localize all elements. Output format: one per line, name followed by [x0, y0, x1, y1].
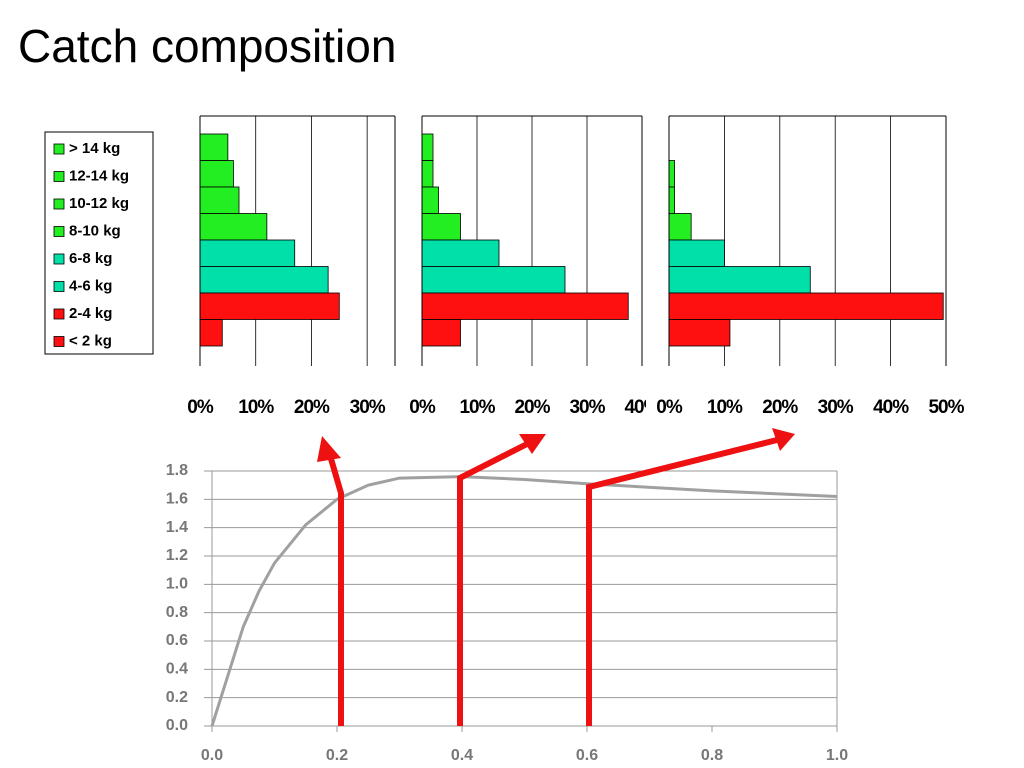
x-tick-label: 40%	[873, 397, 909, 418]
y-tick-label: 0.4	[166, 661, 188, 678]
bar	[199, 186, 240, 214]
legend-swatch	[53, 226, 65, 237]
bar	[199, 160, 234, 188]
x-tick-label: 20%	[762, 397, 798, 418]
x-tick-label: 20%	[514, 397, 550, 418]
legend-swatch	[53, 308, 65, 320]
bar	[668, 292, 944, 320]
legend-swatch	[53, 198, 65, 210]
bar	[199, 319, 223, 347]
legend-label: < 2 kg	[69, 332, 112, 349]
x-tick-label: 0.8	[701, 747, 723, 764]
slide-title: Catch composition	[18, 20, 396, 72]
y-tick-label: 1.0	[166, 576, 188, 593]
x-tick-label: 0.4	[451, 747, 473, 764]
legend-swatch	[53, 171, 65, 182]
bar	[421, 266, 566, 294]
bar	[668, 239, 725, 267]
legend-swatch	[53, 281, 65, 292]
x-tick-label: 0.6	[576, 747, 598, 764]
bar	[421, 186, 439, 214]
legend-label: 12-14 kg	[69, 167, 129, 184]
arrows	[326, 437, 778, 726]
bar	[668, 319, 731, 347]
bar	[199, 133, 229, 161]
y-tick-label: 0.8	[166, 604, 188, 621]
y-tick-label: 1.4	[166, 519, 188, 536]
x-tick-label: 40%	[624, 397, 660, 418]
x-tick-label: 0%	[656, 397, 683, 418]
bar	[421, 160, 434, 188]
bar	[421, 319, 461, 347]
bar	[668, 266, 811, 294]
bar	[421, 292, 629, 320]
x-tick-label: 30%	[350, 397, 386, 418]
x-tick-label: 10%	[459, 397, 495, 418]
y-tick-label: 0.0	[166, 717, 188, 734]
bar	[421, 213, 461, 241]
y-tick-label: 0.2	[166, 689, 188, 706]
bar	[668, 213, 692, 241]
legend-swatch	[53, 253, 65, 265]
bar	[199, 266, 329, 294]
arrow-heads	[317, 428, 795, 462]
legend-label: > 14 kg	[69, 140, 120, 157]
y-tick-label: 1.6	[166, 491, 188, 508]
bar	[199, 239, 296, 267]
x-tick-label: 0.2	[326, 747, 348, 764]
legend-label: 6-8 kg	[69, 250, 112, 267]
x-tick-label: 10%	[238, 397, 274, 418]
legend-label: 10-12 kg	[69, 195, 129, 212]
legend-label: 4-6 kg	[69, 277, 112, 294]
bar	[668, 186, 675, 214]
bar	[199, 292, 340, 320]
x-tick-label: 0%	[409, 397, 436, 418]
x-tick-label: 1.0	[826, 747, 848, 764]
x-tick-label: 30%	[569, 397, 605, 418]
x-tick-label: 20%	[294, 397, 330, 418]
x-tick-label: 0%	[187, 397, 214, 418]
y-tick-label: 0.6	[166, 632, 188, 649]
x-tick-label: 10%	[707, 397, 743, 418]
bar	[668, 160, 675, 188]
bar	[421, 133, 434, 161]
y-tick-label: 1.8	[166, 462, 188, 479]
x-tick-label: 30%	[818, 397, 854, 418]
x-tick-label: 50%	[928, 397, 964, 418]
bar	[199, 213, 268, 241]
curve	[210, 475, 838, 727]
bar	[421, 239, 500, 267]
y-tick-label: 1.2	[166, 547, 188, 564]
legend-swatch	[53, 143, 65, 155]
legend-label: 2-4 kg	[69, 305, 112, 322]
x-tick-label: 0.0	[201, 747, 223, 764]
legend-swatch	[53, 336, 65, 347]
legend-label: 8-10 kg	[69, 222, 121, 239]
